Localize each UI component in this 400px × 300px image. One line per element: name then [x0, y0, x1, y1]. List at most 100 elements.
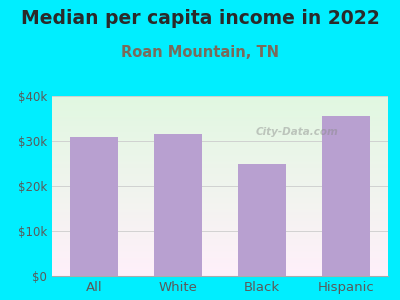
Bar — [52, 252, 388, 254]
Bar — [52, 142, 388, 144]
Bar — [52, 232, 388, 234]
Bar — [52, 140, 388, 141]
Bar — [52, 237, 388, 238]
Bar — [52, 171, 388, 172]
Bar — [52, 135, 388, 136]
Bar — [52, 152, 388, 153]
Bar — [52, 189, 388, 190]
Bar — [52, 144, 388, 146]
Bar — [52, 116, 388, 117]
Bar — [52, 153, 388, 154]
Bar — [52, 213, 388, 214]
Text: Median per capita income in 2022: Median per capita income in 2022 — [21, 9, 379, 28]
Bar — [52, 110, 388, 111]
Bar — [52, 150, 388, 152]
Bar — [52, 212, 388, 213]
Bar — [52, 246, 388, 247]
Bar — [52, 130, 388, 132]
Bar — [52, 268, 388, 270]
Bar — [52, 160, 388, 162]
Bar — [52, 105, 388, 106]
Bar — [52, 188, 388, 189]
Bar — [52, 266, 388, 267]
Bar — [52, 225, 388, 226]
Bar — [52, 100, 388, 102]
Bar — [52, 134, 388, 135]
Bar — [52, 230, 388, 231]
Bar — [52, 207, 388, 208]
Bar — [52, 220, 388, 222]
Bar — [52, 172, 388, 174]
Bar — [52, 218, 388, 219]
Bar — [52, 244, 388, 246]
Bar — [52, 162, 388, 164]
Bar — [52, 202, 388, 204]
Bar — [52, 264, 388, 266]
Bar — [52, 210, 388, 212]
Bar — [52, 108, 388, 110]
Bar — [52, 195, 388, 196]
Bar — [52, 114, 388, 116]
Bar — [52, 258, 388, 260]
Bar — [52, 122, 388, 123]
Bar — [52, 156, 388, 158]
Bar — [52, 154, 388, 156]
Bar — [52, 236, 388, 237]
Bar — [52, 219, 388, 220]
Bar — [52, 177, 388, 178]
Bar — [52, 128, 388, 129]
Bar — [52, 182, 388, 183]
Bar — [52, 262, 388, 264]
Bar — [52, 123, 388, 124]
Bar — [238, 164, 286, 276]
Bar — [52, 261, 388, 262]
Bar — [52, 146, 388, 147]
Bar — [52, 234, 388, 236]
Bar — [322, 116, 370, 276]
Bar — [52, 204, 388, 206]
Bar — [52, 224, 388, 225]
Bar — [52, 200, 388, 201]
Bar — [52, 254, 388, 255]
Bar — [52, 111, 388, 112]
Bar — [52, 256, 388, 258]
Bar — [52, 124, 388, 126]
Bar — [52, 255, 388, 256]
Bar — [52, 141, 388, 142]
Bar — [52, 159, 388, 160]
Bar — [52, 228, 388, 230]
Bar — [52, 222, 388, 224]
Bar — [52, 136, 388, 138]
Bar — [52, 198, 388, 200]
Bar — [52, 138, 388, 140]
Bar — [52, 120, 388, 122]
Bar — [52, 238, 388, 240]
Bar — [52, 148, 388, 150]
Bar — [52, 169, 388, 171]
Bar — [52, 192, 388, 194]
Bar — [52, 201, 388, 202]
Bar — [52, 273, 388, 274]
Bar — [52, 147, 388, 148]
Bar — [52, 248, 388, 249]
Bar — [52, 216, 388, 218]
Bar — [52, 117, 388, 118]
Bar — [52, 174, 388, 176]
Bar — [52, 112, 388, 114]
Bar — [52, 180, 388, 182]
Bar — [52, 98, 388, 99]
Bar — [52, 165, 388, 166]
Bar — [52, 231, 388, 232]
Bar — [52, 118, 388, 120]
Bar — [52, 196, 388, 198]
Bar — [52, 126, 388, 128]
Bar — [52, 206, 388, 207]
Bar — [52, 274, 388, 276]
Bar — [52, 260, 388, 261]
Bar — [52, 167, 388, 168]
Bar — [52, 240, 388, 242]
Bar — [52, 194, 388, 195]
Bar — [52, 243, 388, 244]
Bar — [52, 208, 388, 210]
Bar — [52, 186, 388, 188]
